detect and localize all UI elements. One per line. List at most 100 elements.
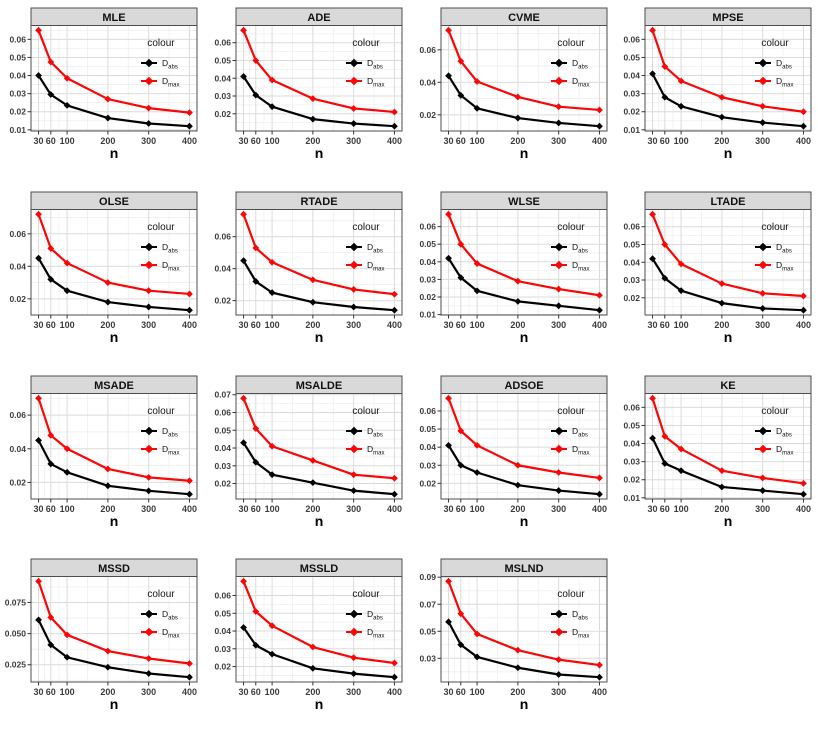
series-point-D_max xyxy=(186,109,193,117)
series-point-D_max xyxy=(473,441,481,449)
y-tick-label: 0.04 xyxy=(9,261,26,271)
y-tick-label: 0.04 xyxy=(9,444,26,454)
series-point-D_max xyxy=(252,57,260,64)
series-line-D_abs xyxy=(242,626,395,679)
series-point-D_max xyxy=(47,245,55,252)
legend-title: colour xyxy=(352,589,380,600)
legend-label-base: D xyxy=(367,76,373,86)
series-point-D_abs xyxy=(35,72,42,79)
series-point-D_max xyxy=(677,260,685,268)
x-tick-label: 60 xyxy=(251,687,261,697)
series-point-D_max xyxy=(104,465,112,473)
x-tick-label: 200 xyxy=(714,136,729,146)
x-tick-label: 300 xyxy=(551,687,566,697)
legend-label-sub: abs xyxy=(373,433,383,439)
y-tick-label: 0.02 xyxy=(214,109,231,119)
series-point-D_abs xyxy=(457,274,465,282)
series-point-D_abs xyxy=(350,303,358,311)
legend-label-sub: abs xyxy=(373,65,383,71)
legend-label: Dabs xyxy=(162,609,178,622)
series-point-D_max xyxy=(445,577,452,585)
legend-label: Dmax xyxy=(162,260,179,273)
series-point-D_max xyxy=(47,431,55,439)
series-line-D_abs xyxy=(447,621,600,679)
series-point-D_max xyxy=(35,394,42,402)
y-tick-label: 0.02 xyxy=(9,294,26,304)
panel-title: MSADE xyxy=(94,380,134,392)
panel-title: KE xyxy=(720,380,735,392)
y-tick-label: 0.04 xyxy=(419,77,436,87)
y-tick-label: 0.05 xyxy=(623,239,640,249)
series-point-D_max xyxy=(309,643,317,651)
series-point-D_abs xyxy=(649,70,656,78)
series-point-D_max xyxy=(145,473,153,481)
x-tick-label: 200 xyxy=(305,136,320,146)
facet-panel-mssd: MSSD 30 60 100 200 300 400 0.025 0.050 0.075 n colo… xyxy=(0,551,204,735)
legend-title: colour xyxy=(147,589,175,600)
legend-label-base: D xyxy=(572,627,578,637)
series-point-D_abs xyxy=(596,122,603,130)
series-point-D_abs xyxy=(596,490,603,498)
legend-title: colour xyxy=(352,38,380,49)
x-tick-label: 30 xyxy=(648,504,658,514)
y-tick-label: 0.02 xyxy=(623,475,640,485)
series-line-D_max xyxy=(37,213,190,296)
series-point-D_max xyxy=(473,260,481,267)
x-tick-label: 100 xyxy=(674,136,689,146)
series-point-D_max xyxy=(145,104,153,112)
x-tick-label: 30 xyxy=(34,504,44,514)
series-point-D_abs xyxy=(514,114,522,122)
legend-label-sub: abs xyxy=(168,65,178,71)
series-line-D_abs xyxy=(651,258,804,312)
series-point-D_abs xyxy=(445,254,452,262)
legend-title: colour xyxy=(557,38,585,49)
series-point-D_abs xyxy=(47,275,55,283)
x-tick-label: 60 xyxy=(251,320,261,330)
y-tick-label: 0.04 xyxy=(419,442,436,452)
legend-label-sub: abs xyxy=(578,249,588,255)
facet-panel-ke: KE 30 60 100 200 300 400 0.01 0.02 0.03 0.04 0.05 0.… xyxy=(614,368,818,552)
panel-canvas: OLSE 30 60 100 200 300 400 0.02 0.04 0.06 n colour D… xyxy=(9,191,198,345)
series-point-D_abs xyxy=(47,460,55,468)
y-tick-label: 0.02 xyxy=(419,110,436,120)
y-tick-label: 0.05 xyxy=(214,608,231,618)
x-tick-label: 60 xyxy=(46,136,56,146)
y-tick-label: 0.04 xyxy=(214,626,231,636)
legend-label: Dmax xyxy=(162,444,179,457)
series-point-D_abs xyxy=(649,434,656,442)
legend-key-diamond-icon xyxy=(349,76,359,86)
series-point-D_abs xyxy=(677,102,685,110)
series-point-D_max xyxy=(649,210,656,218)
x-tick-label: 200 xyxy=(510,136,525,146)
series-point-D_abs xyxy=(252,641,260,649)
series-point-D_max xyxy=(514,461,522,469)
series-point-D_abs xyxy=(661,460,669,467)
series-line-D_max xyxy=(242,29,395,114)
series-point-D_max xyxy=(457,240,465,248)
series-point-D_max xyxy=(457,427,465,435)
legend-label-base: D xyxy=(162,242,168,252)
series-point-D_max xyxy=(596,106,603,114)
legend-label: Dmax xyxy=(572,627,589,640)
series-point-D_abs xyxy=(240,257,247,265)
series-point-D_max xyxy=(240,26,247,34)
x-tick-label: 400 xyxy=(796,320,811,330)
panel-canvas: MSSLD 30 60 100 200 300 400 0.02 0.03 0.04 0.05 0.0… xyxy=(214,558,403,712)
series-point-D_max xyxy=(309,95,317,103)
series-point-D_max xyxy=(445,210,452,218)
legend-label-sub: max xyxy=(168,634,179,640)
series-point-D_max xyxy=(800,108,807,116)
legend-label-sub: abs xyxy=(782,249,792,255)
y-tick-label: 0.025 xyxy=(5,660,27,670)
y-tick-label: 0.02 xyxy=(419,292,436,302)
series-point-D_abs xyxy=(759,305,767,312)
series-line-D_max xyxy=(447,29,600,112)
panel-title: RTADE xyxy=(300,196,337,208)
legend-label: Dabs xyxy=(776,426,792,439)
legend-label: Dmax xyxy=(367,444,384,457)
series-point-D_abs xyxy=(457,91,465,99)
x-tick-label: 100 xyxy=(60,504,75,514)
